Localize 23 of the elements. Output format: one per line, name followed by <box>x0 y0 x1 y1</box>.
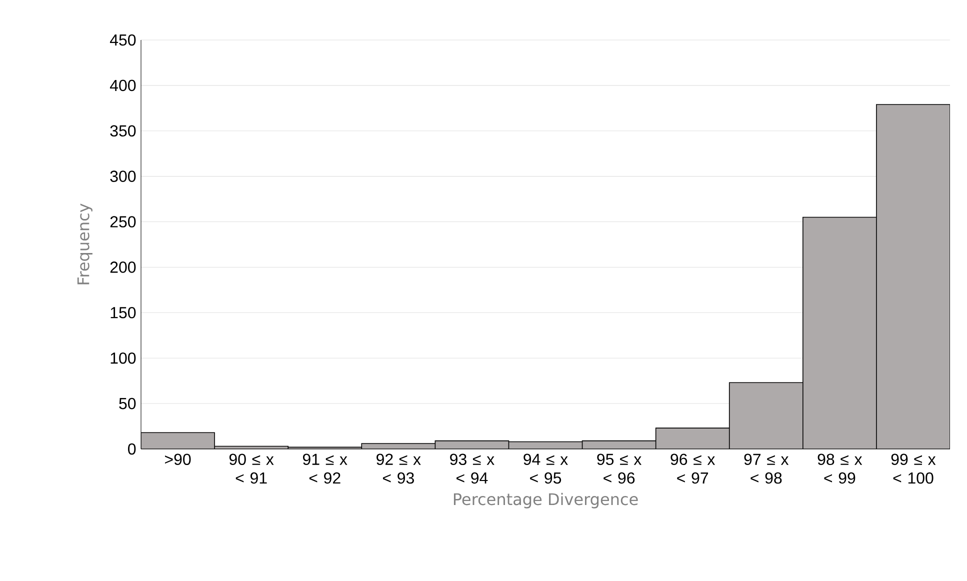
y-axis-title: Frequency <box>77 204 92 284</box>
y-tick-label: 350 <box>110 125 136 137</box>
y-tick-label: 300 <box>110 170 136 182</box>
x-tick-label: 91 ≤ x < 92 <box>303 454 348 484</box>
x-tick-label: 94 ≤ x < 95 <box>524 454 568 484</box>
y-tick-label: 250 <box>110 216 136 228</box>
x-tick-label: 98 ≤ x < 99 <box>818 454 862 484</box>
y-tick-label: 0 <box>128 443 136 455</box>
y-tick-label: 400 <box>110 80 136 92</box>
y-tick-label: 200 <box>110 262 136 273</box>
x-tick-label: 96 ≤ x < 97 <box>670 454 716 484</box>
x-tick-label: 95 ≤ x < 96 <box>597 454 642 484</box>
x-axis-title: Percentage Divergence <box>454 492 638 508</box>
x-tick-label: 93 ≤ x < 94 <box>450 454 494 484</box>
y-tick-label: 100 <box>110 352 136 364</box>
x-tick-label: >90 <box>165 454 191 466</box>
y-tick-label: 150 <box>110 307 136 318</box>
x-tick-label: 92 ≤ x < 93 <box>376 454 421 484</box>
y-tick-label: 50 <box>119 398 136 410</box>
x-tick-label: 99 ≤ x < 100 <box>891 454 936 484</box>
x-tick-label: 97 ≤ x < 98 <box>744 454 789 484</box>
y-tick-label: 450 <box>110 34 136 46</box>
x-tick-label: 90 ≤ x < 91 <box>229 454 274 484</box>
